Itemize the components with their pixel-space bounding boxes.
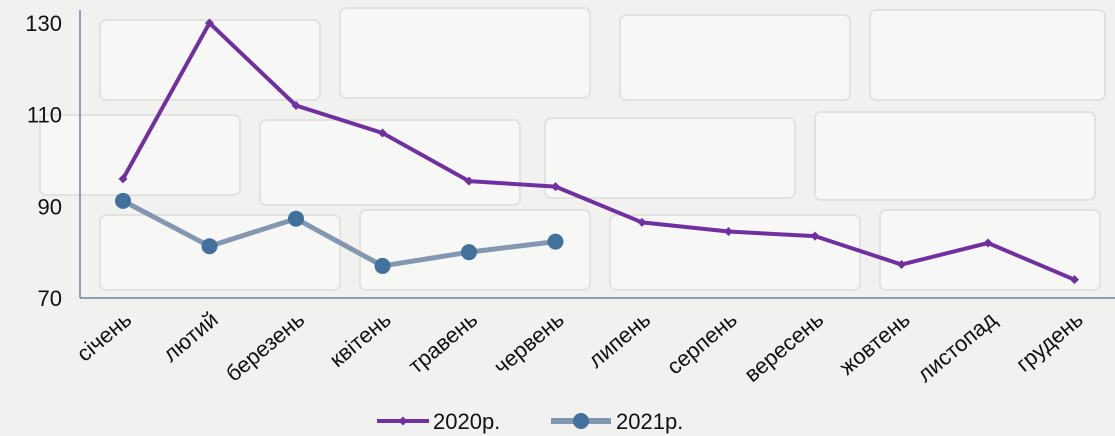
data-point [378,128,387,138]
x-tick-label: грудень [1011,307,1088,377]
legend: 2020р. 2021р. [377,409,683,434]
x-tick-label: листопад [912,307,1001,387]
data-point [115,192,131,209]
x-tick-label: серпень [662,307,742,380]
data-point [1070,275,1079,285]
data-point [637,217,647,227]
legend-marker [398,416,408,426]
y-axis-ticks: 70 90 110 130 [25,11,62,311]
legend-marker [573,413,589,429]
x-tick-label: травень [403,307,482,379]
data-point [461,244,477,261]
x-tick-label: січень [72,307,136,367]
data-point [288,210,304,227]
x-tick-label: квітень [325,307,396,372]
y-tick-label: 90 [38,194,62,219]
data-point [201,238,218,255]
background-bricks [39,7,1106,291]
x-tick-label: червень [489,307,569,380]
data-point [724,227,733,237]
x-tick-label: лютий [158,307,223,367]
x-tick-label: жовтень [834,307,914,380]
data-point [810,231,820,241]
y-tick-label: 70 [38,286,62,311]
data-point [118,174,128,184]
x-tick-label: березень [221,307,309,387]
data-point [464,176,474,186]
data-point [983,238,993,248]
data-point [291,101,301,110]
x-tick-label: липень [583,307,655,373]
data-point [551,182,560,192]
legend-label: 2020р. [433,409,500,434]
y-tick-label: 130 [25,11,62,36]
series-line-1 [121,21,1076,282]
legend-label: 2021р. [616,409,683,434]
x-tick-label: вересень [739,307,828,387]
y-tick-label: 110 [27,103,62,128]
data-point [374,257,391,274]
data-point [547,233,564,250]
data-point [205,18,214,28]
data-point [897,260,906,270]
series-line-2 [121,198,556,269]
series-group [115,18,1079,285]
